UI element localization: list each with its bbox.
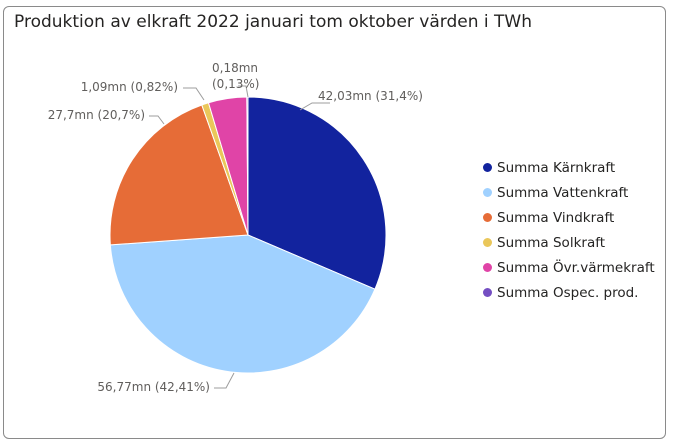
legend-item-summa-ovr-varmekraft[interactable]: Summa Övr.värmekraft [483, 258, 655, 277]
legend-label: Summa Ospec. prod. [497, 284, 639, 301]
legend-marker-icon [483, 238, 492, 247]
chart-title: Produktion av elkraft 2022 januari tom o… [14, 12, 532, 32]
legend-item-summa-vindkraft[interactable]: Summa Vindkraft [483, 208, 655, 227]
legend-label: Summa Övr.värmekraft [497, 259, 655, 276]
leader-line-summa-solkraft [183, 87, 205, 101]
legend-marker-icon [483, 213, 492, 222]
legend-item-summa-karnkraft[interactable]: Summa Kärnkraft [483, 158, 655, 177]
pie-slice-summa-vattenkraft[interactable] [109, 234, 376, 374]
legend-marker-icon [483, 288, 492, 297]
legend-marker-icon [483, 163, 492, 172]
legend-label: Summa Vattenkraft [497, 184, 629, 201]
legend-item-summa-solkraft[interactable]: Summa Solkraft [483, 233, 655, 252]
chart-legend: Summa Kärnkraft Summa Vattenkraft Summa Vi… [483, 158, 655, 302]
legend-item-summa-vattenkraft[interactable]: Summa Vattenkraft [483, 183, 655, 202]
pie-slice-summa-karnkraft[interactable] [247, 96, 387, 290]
leader-line-summa-vindkraft [149, 115, 165, 125]
pie-slice-summa-vindkraft[interactable] [109, 104, 249, 246]
legend-label: Summa Solkraft [497, 234, 606, 251]
legend-marker-icon [483, 263, 492, 272]
leader-line-summa-karnkraft [299, 102, 330, 111]
data-label-summa-solkraft: 1,09mn (0,82%) [81, 80, 178, 94]
leader-line-summa-vattenkraft [214, 372, 235, 389]
legend-label: Summa Vindkraft [497, 209, 615, 226]
data-label-summa-vattenkraft: 56,77mn (42,41%) [97, 380, 210, 394]
legend-marker-icon [483, 188, 492, 197]
legend-label: Summa Kärnkraft [497, 159, 616, 176]
data-label-summa-vindkraft: 27,7mn (20,7%) [48, 108, 145, 122]
data-label-summa-karnkraft: 42,03mn (31,4%) [318, 89, 423, 103]
legend-item-summa-ospec-prod[interactable]: Summa Ospec. prod. [483, 283, 655, 302]
data-label-summa-ospec-prod: 0,18mn (0,13%) [212, 61, 259, 91]
leader-line-summa-ospec-prod [238, 85, 249, 98]
